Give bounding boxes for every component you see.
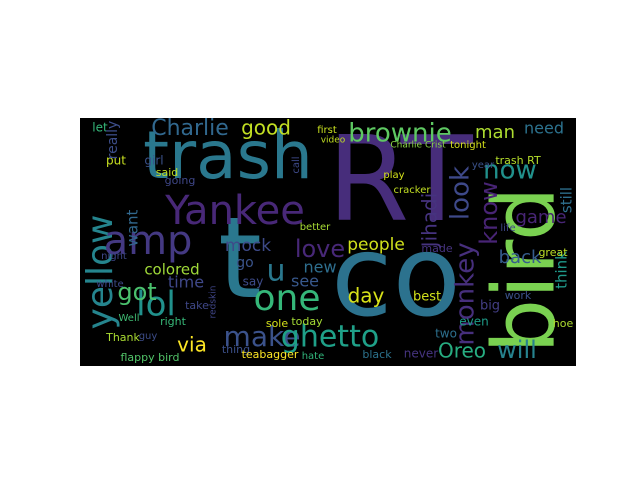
word: RT [327, 110, 473, 248]
word: flappy bird [121, 351, 180, 364]
word: want [124, 209, 142, 246]
word: ghetto [281, 320, 379, 355]
word: first [317, 125, 337, 136]
word: monkey [451, 242, 481, 345]
word: make [224, 320, 301, 353]
word: day [348, 284, 385, 308]
word: man [475, 122, 515, 143]
word: good [241, 116, 291, 140]
word: mock [225, 236, 271, 256]
word: work [505, 289, 532, 302]
word: let [92, 121, 108, 135]
word: thing [222, 343, 250, 356]
word: time [168, 273, 204, 292]
word: tonight [450, 140, 486, 151]
word: amp [104, 218, 193, 264]
word: u [266, 254, 285, 289]
word: hoe [553, 317, 574, 330]
word: colored [144, 261, 199, 279]
word: see [291, 272, 319, 291]
wordcloud-background [80, 118, 576, 366]
word: put [106, 154, 126, 168]
word: made [421, 242, 452, 255]
word: even [459, 315, 488, 329]
word: white [96, 279, 123, 290]
word: yellow [80, 215, 121, 330]
word: bird [474, 187, 574, 354]
word: look [446, 166, 476, 220]
word: Jihadi [418, 193, 442, 250]
word: say [243, 275, 264, 289]
word: will [497, 336, 537, 364]
word: lol [136, 285, 176, 325]
word: video [321, 136, 346, 146]
word: brownie [348, 119, 452, 149]
word: big [480, 299, 500, 314]
word: call [291, 156, 302, 173]
word: trash RT [495, 154, 541, 167]
word: right [160, 315, 187, 328]
word: game [515, 207, 566, 228]
word: Thank [105, 331, 140, 344]
word: trash [143, 117, 313, 194]
word: teabagger [242, 348, 299, 361]
word: new [303, 258, 336, 277]
word: know [475, 181, 503, 244]
word: going [165, 174, 196, 187]
word: better [300, 222, 331, 233]
word: cracker [394, 185, 432, 196]
word: today [291, 315, 323, 328]
word: via [177, 333, 207, 357]
word: back [499, 247, 542, 268]
word: go [236, 255, 253, 271]
word: Charlie Crist [390, 141, 446, 151]
word: got [117, 278, 156, 306]
word: best [413, 290, 441, 305]
word: now [483, 156, 537, 186]
word: think [553, 251, 571, 289]
word: hate [302, 351, 325, 362]
word: one [254, 278, 321, 319]
word: Well [118, 313, 139, 324]
word: still [558, 187, 576, 213]
word: sole [266, 317, 289, 330]
word: black [362, 348, 392, 361]
word: Yankee [164, 188, 305, 234]
word: two [435, 327, 457, 341]
word: co [331, 212, 461, 342]
word: really [105, 121, 121, 160]
word: play [383, 170, 404, 181]
word: great [538, 246, 568, 259]
word: night [101, 251, 127, 262]
word: redskin [209, 286, 219, 319]
word: love [295, 235, 345, 263]
word: people [347, 235, 405, 255]
word: Oreo [438, 339, 486, 363]
word: guy [139, 331, 158, 342]
word: life [500, 223, 515, 234]
word: take [185, 299, 209, 312]
word: need [524, 119, 564, 138]
word: girl [144, 154, 163, 168]
word: Charlie [151, 116, 229, 141]
word: said [156, 166, 179, 179]
word: t [218, 194, 262, 324]
word: never [404, 347, 438, 361]
word: year [472, 160, 495, 171]
